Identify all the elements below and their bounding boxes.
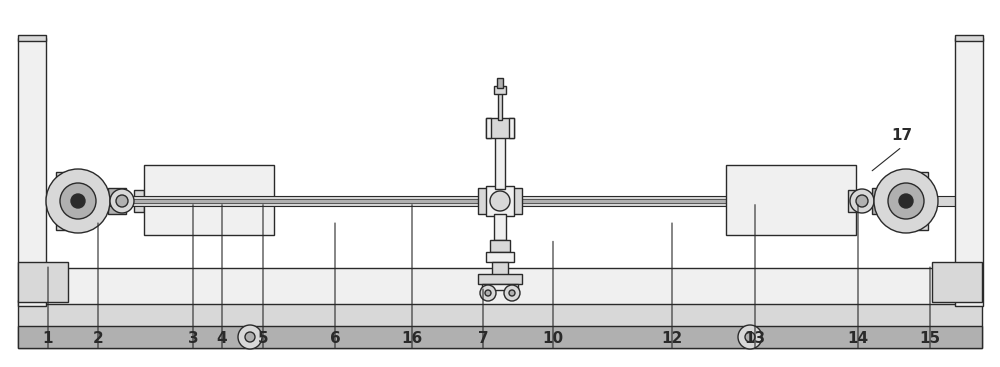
Circle shape [490,191,510,211]
Text: 2: 2 [93,331,103,346]
Bar [930,196,960,206]
Circle shape [480,285,496,301]
Bar [509,118,514,138]
Text: 4: 4 [217,331,227,346]
Circle shape [856,195,868,207]
Bar [108,188,126,214]
Bar [482,284,518,290]
Bar [908,182,922,218]
Bar [955,38,983,306]
Circle shape [110,189,134,213]
Circle shape [738,325,762,349]
Bar [22,268,978,304]
Bar [478,188,522,214]
Bar [492,262,508,276]
Circle shape [745,332,755,342]
Text: 14: 14 [847,331,869,346]
Circle shape [509,290,515,296]
Bar [848,190,858,212]
Bar [56,182,70,218]
Bar [726,165,856,235]
Circle shape [874,169,938,233]
Text: 6: 6 [330,331,340,346]
Circle shape [60,183,96,219]
Circle shape [899,194,913,208]
Bar [486,118,514,138]
Text: 17: 17 [891,128,913,143]
Bar [110,196,890,206]
Circle shape [888,183,924,219]
Bar [18,262,68,302]
Bar [478,274,522,284]
Circle shape [238,325,262,349]
Text: 16: 16 [401,331,423,346]
Text: 3: 3 [188,331,198,346]
Bar [494,214,506,240]
Circle shape [71,194,85,208]
Bar [18,326,982,348]
Bar [134,190,144,212]
Bar [497,78,503,88]
Text: 12: 12 [661,331,683,346]
Circle shape [245,332,255,342]
Bar [955,35,983,41]
Bar [494,86,506,94]
Bar [18,300,982,348]
Text: 1: 1 [43,331,53,346]
Text: 7: 7 [478,331,488,346]
Bar [486,118,491,138]
Text: 13: 13 [744,331,766,346]
Bar [906,172,928,230]
Bar [18,38,46,306]
Text: 10: 10 [542,331,564,346]
Bar [144,165,274,235]
Circle shape [850,189,874,213]
Bar [495,135,505,189]
Bar [932,262,982,302]
Circle shape [504,285,520,301]
Bar [18,35,46,41]
Bar [486,186,514,216]
Text: 15: 15 [919,331,941,346]
Bar [110,199,890,203]
Circle shape [116,195,128,207]
Bar [56,172,78,230]
Circle shape [485,290,491,296]
Text: 5: 5 [258,331,268,346]
Circle shape [46,169,110,233]
Bar [872,188,890,214]
Bar [498,90,502,120]
Bar [490,240,510,252]
Bar [486,252,514,262]
